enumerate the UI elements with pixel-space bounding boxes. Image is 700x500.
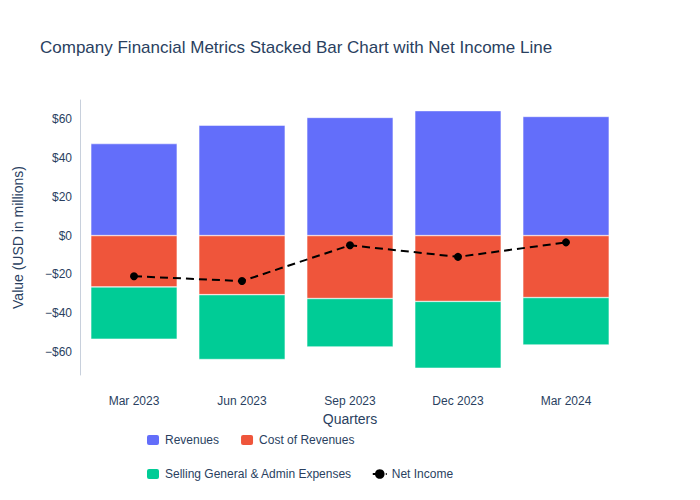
svg-text:$60: $60 bbox=[52, 112, 72, 126]
svg-text:Revenues: Revenues bbox=[165, 433, 219, 447]
svg-text:$40: $40 bbox=[52, 151, 72, 165]
svg-text:Mar 2024: Mar 2024 bbox=[541, 394, 592, 408]
svg-text:−$40: −$40 bbox=[45, 306, 72, 320]
svg-text:Mar 2023: Mar 2023 bbox=[109, 394, 160, 408]
svg-text:Dec 2023: Dec 2023 bbox=[432, 394, 484, 408]
svg-text:$0: $0 bbox=[59, 229, 73, 243]
svg-text:Selling General & Admin Expens: Selling General & Admin Expenses bbox=[165, 467, 351, 481]
svg-text:Cost of Revenues: Cost of Revenues bbox=[259, 433, 354, 447]
svg-text:−$20: −$20 bbox=[45, 267, 72, 281]
svg-text:Sep 2023: Sep 2023 bbox=[324, 394, 376, 408]
svg-text:Company Financial Metrics Stac: Company Financial Metrics Stacked Bar Ch… bbox=[40, 38, 552, 57]
svg-text:$20: $20 bbox=[52, 190, 72, 204]
svg-text:Quarters: Quarters bbox=[323, 411, 377, 427]
svg-text:Net Income: Net Income bbox=[392, 467, 454, 481]
svg-text:−$60: −$60 bbox=[45, 345, 72, 359]
svg-text:Value (USD in millions): Value (USD in millions) bbox=[10, 166, 26, 309]
svg-text:Jun 2023: Jun 2023 bbox=[217, 394, 267, 408]
